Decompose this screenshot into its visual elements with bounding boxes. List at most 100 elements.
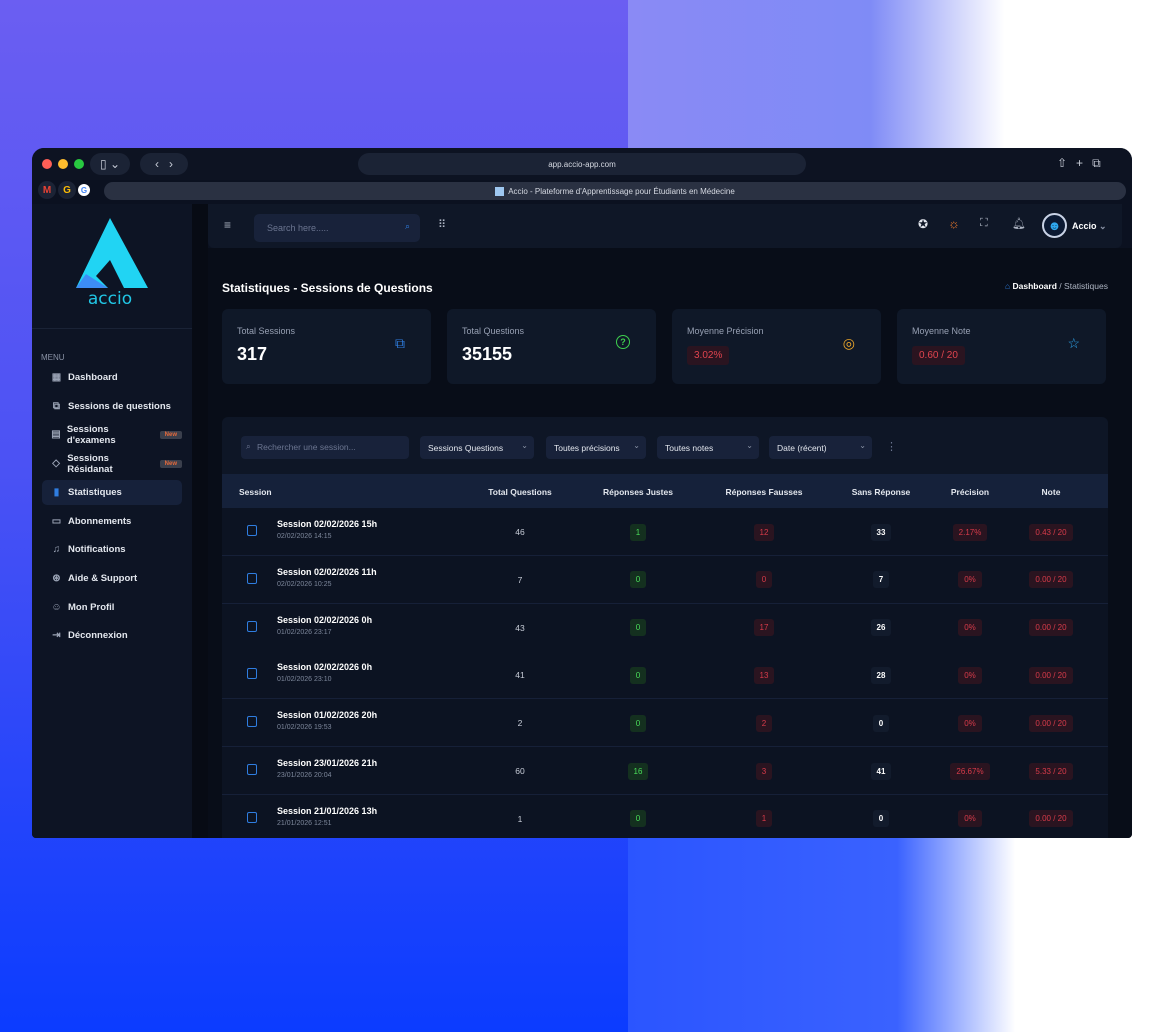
- fausses-value: 12: [753, 523, 775, 541]
- more-options-icon[interactable]: ⋮: [886, 441, 897, 453]
- bell-icon: ♫: [52, 544, 61, 556]
- favicon-icon: [495, 186, 505, 196]
- search-icon[interactable]: ⌕: [404, 221, 410, 231]
- active-tab[interactable]: Accio - Plateforme d'Apprentissage pour …: [104, 182, 1126, 200]
- fausses-value: 3: [755, 762, 773, 780]
- sidebar-item-label: Sessions de questions: [68, 400, 171, 412]
- breadcrumb-dashboard[interactable]: Dashboard: [1012, 281, 1057, 291]
- cell-note: 0.00 / 20: [1010, 795, 1092, 838]
- close-window-button[interactable]: [42, 159, 52, 169]
- minimize-window-button[interactable]: [58, 159, 68, 169]
- stat-card: Total Questions 35155?: [447, 309, 656, 384]
- user-menu[interactable]: Accio ⌄: [1072, 221, 1107, 232]
- sidebar-item-notifications[interactable]: ♫ Notifications: [42, 537, 182, 562]
- cell-precision: 26.67%: [930, 747, 1010, 795]
- precision-select[interactable]: Toutes précisions ⌄: [546, 436, 646, 459]
- sidebar-item-mon-profil[interactable]: ☺ Mon Profil: [42, 595, 182, 620]
- session-date: 23/01/2026 20:04: [277, 772, 332, 779]
- note-select[interactable]: Toutes notes ⌄: [657, 436, 759, 459]
- table-row[interactable]: Session 01/02/2026 20h 01/02/2026 19:53 2 0…: [222, 699, 1108, 748]
- chevron-down-icon: ⌄: [746, 441, 753, 450]
- grid-icon: ▦: [51, 372, 62, 383]
- fausses-value: 13: [753, 666, 775, 684]
- table-row[interactable]: Session 02/02/2026 0h 01/02/2026 23:10 41 0…: [222, 651, 1108, 700]
- cell-sans: 0: [832, 699, 930, 747]
- chevron-down-icon: ⌄: [1099, 221, 1107, 231]
- session-name[interactable]: Session 02/02/2026 0h: [277, 662, 373, 673]
- star-badge-icon[interactable]: ✪: [918, 217, 929, 231]
- cell-justes: 0: [580, 651, 696, 699]
- note-value: 0.43 / 20: [1029, 523, 1073, 541]
- sidebar-item-abonnements[interactable]: ▭ Abonnements: [42, 509, 182, 534]
- cell-sans: 26: [832, 604, 930, 652]
- user-avatar[interactable]: ☻: [1042, 213, 1067, 238]
- session-name[interactable]: Session 01/02/2026 20h: [277, 710, 378, 721]
- sidebar-item-label: Mon Profil: [68, 601, 115, 613]
- total-value: 41: [515, 670, 525, 681]
- table-row[interactable]: Session 02/02/2026 15h 02/02/2026 14:15 46…: [222, 508, 1108, 556]
- sidebar-item-statistiques[interactable]: ▮ Statistiques: [42, 479, 182, 505]
- table-row[interactable]: Session 21/01/2026 13h 21/01/2026 12:51 1 0…: [222, 794, 1108, 838]
- session-name[interactable]: Session 02/02/2026 0h: [277, 614, 373, 625]
- bell-icon[interactable]: 🔔︎: [1012, 218, 1026, 230]
- session-icon: [247, 572, 257, 584]
- table-row[interactable]: Session 02/02/2026 11h 02/02/2026 10:25 7 0…: [222, 555, 1108, 604]
- session-icon: [247, 764, 257, 775]
- breadcrumb: ⌂ Dashboard / Statistiques: [1005, 281, 1108, 291]
- total-value: 60: [515, 766, 525, 776]
- table-header: Session Total Questions Réponses Justes Rép…: [222, 474, 1108, 508]
- sidebar-item-sessions-d-examens[interactable]: ▤ Sessions d'examens New: [42, 422, 182, 447]
- sans-value: 41: [870, 762, 892, 780]
- gmail-bookmark-icon[interactable]: M: [38, 181, 56, 199]
- back-forward-buttons[interactable]: ‹ ›: [140, 153, 188, 175]
- sidebar-item-aide-support[interactable]: ⊛ Aide & Support: [42, 566, 182, 591]
- google-bookmark-icon[interactable]: G: [58, 181, 76, 199]
- stat-card: Moyenne Note 0.60 / 20 ☆: [897, 309, 1106, 384]
- type-select[interactable]: Sessions Questions ⌄: [420, 436, 534, 459]
- session-search-input[interactable]: ⌕ Rechercher une session...: [241, 436, 409, 459]
- maximize-window-button[interactable]: [74, 159, 84, 169]
- stat-label: Moyenne Note: [912, 326, 971, 336]
- apps-grid-icon[interactable]: ⠿: [438, 219, 447, 231]
- session-name[interactable]: Session 02/02/2026 11h: [277, 566, 377, 577]
- session-icon: [247, 525, 257, 536]
- sidebar-item-label: Sessions Résidanat: [67, 452, 113, 475]
- accio-logo[interactable]: accio: [68, 216, 152, 311]
- sidebar-item-sessions-r-sidanat[interactable]: ◇ Sessions Résidanat New: [42, 451, 182, 476]
- cell-justes: 0: [580, 556, 696, 604]
- sidebar-item-d-connexion[interactable]: ⇥ Déconnexion: [42, 623, 182, 648]
- browser-toolbar: ▯ ⌄ ‹ › app.accio-app.com ⇧+⧉: [32, 148, 1132, 180]
- sun-theme-icon[interactable]: ☼: [948, 216, 960, 231]
- cell-justes: 0: [580, 604, 696, 652]
- graduation-cap-icon: ◇: [52, 458, 60, 470]
- fullscreen-icon[interactable]: ⛶: [980, 217, 988, 229]
- session-name[interactable]: Session 21/01/2026 13h: [277, 805, 378, 816]
- stat-card: Moyenne Précision 3.02% ◎: [672, 309, 881, 384]
- precision-value: 26.67%: [950, 762, 990, 780]
- sort-select[interactable]: Date (récent) ⌄: [769, 436, 872, 459]
- share-newtab-tabs-icons[interactable]: ⇧+⧉: [1057, 156, 1110, 170]
- background-right-bottom: [628, 838, 1166, 1032]
- credit-card-icon: ▭: [51, 515, 62, 527]
- session-name[interactable]: Session 23/01/2026 21h: [277, 758, 378, 768]
- search-input[interactable]: Search here..... ⌕: [254, 214, 420, 242]
- precision-value: 0%: [958, 619, 982, 637]
- hamburger-menu-icon[interactable]: ≡: [224, 218, 232, 232]
- sidebar-item-dashboard[interactable]: ▦ Dashboard: [42, 365, 182, 390]
- stat-value: 317: [237, 344, 268, 364]
- session-date: 01/02/2026 23:10: [277, 676, 332, 684]
- sidebar-item-sessions-de-questions[interactable]: ⧉ Sessions de questions: [42, 394, 182, 419]
- cell-fausses: 13: [696, 651, 832, 699]
- session-name[interactable]: Session 02/02/2026 15h: [277, 519, 378, 529]
- divider: [32, 328, 192, 329]
- table-row[interactable]: Session 23/01/2026 21h 23/01/2026 20:04 60…: [222, 747, 1108, 795]
- address-bar[interactable]: app.accio-app.com: [358, 153, 806, 175]
- sidebar-toggle-icon[interactable]: ▯ ⌄: [90, 153, 130, 175]
- home-icon: ⌂: [1005, 281, 1011, 291]
- precision-value: 0%: [958, 666, 982, 684]
- chevron-down-icon: ⌄: [521, 441, 528, 450]
- table-row[interactable]: Session 02/02/2026 0h 01/02/2026 23:17 43 0…: [222, 603, 1108, 652]
- session-search-placeholder: Rechercher une session...: [257, 442, 356, 452]
- google-bookmark-icon-2[interactable]: G: [78, 184, 90, 196]
- sans-value: 33: [870, 523, 892, 541]
